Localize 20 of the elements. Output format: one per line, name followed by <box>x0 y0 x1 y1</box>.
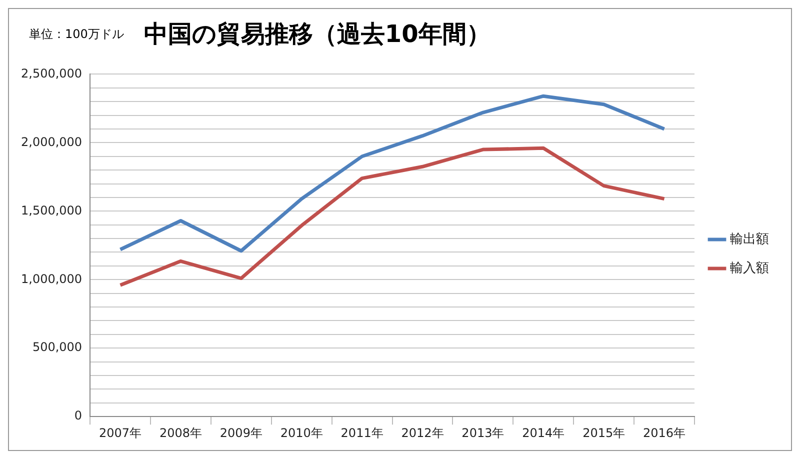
x-tick-label: 2016年 <box>643 426 686 440</box>
y-tick-label: 500,000 <box>32 340 82 354</box>
x-tick-label: 2011年 <box>340 426 384 440</box>
x-tick-label: 2014年 <box>522 426 565 440</box>
chart-title: 中国の貿易推移（過去10年間） <box>144 19 490 50</box>
legend-label: 輸入額 <box>730 260 769 276</box>
y-tick-label: 1,000,000 <box>20 272 82 286</box>
y-tick-label: 2,000,000 <box>20 134 82 149</box>
x-tick-label: 2012年 <box>401 426 444 440</box>
x-tick-label: 2007年 <box>99 426 142 440</box>
y-tick-label: 1,500,000 <box>20 203 82 218</box>
text: 単位：100万ドル <box>29 26 124 42</box>
x-tick-label: 2008年 <box>159 426 202 440</box>
x-tick-label: 2013年 <box>462 426 504 440</box>
x-tick-label: 2015年 <box>582 426 626 440</box>
x-tick-label: 2009年 <box>220 426 262 440</box>
y-tick-label: 2,500,000 <box>20 66 82 80</box>
y-tick-label: 0 <box>74 408 82 423</box>
legend-label: 輸出額 <box>730 232 769 247</box>
x-tick-label: 2010年 <box>280 426 323 440</box>
